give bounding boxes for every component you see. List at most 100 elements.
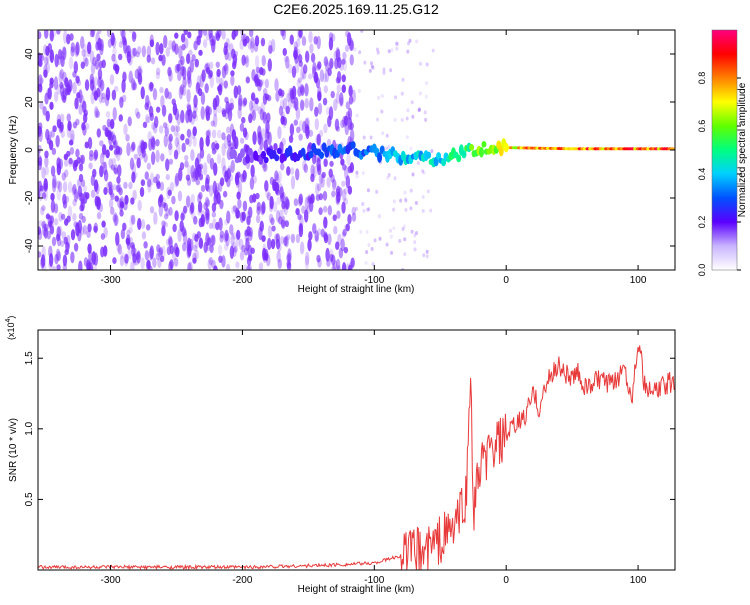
spectrogram-point — [182, 242, 187, 252]
spectrogram-point — [128, 181, 133, 190]
spectrogram-point — [245, 237, 250, 252]
spectrogram-point — [389, 234, 393, 239]
spectrogram-point — [386, 175, 390, 180]
spectrogram-point — [182, 205, 188, 214]
spectrogram-point — [66, 150, 71, 157]
spectrogram-point — [367, 242, 371, 247]
spectrogram-point — [210, 120, 216, 127]
spectrogram-point — [250, 40, 255, 53]
spectrogram-point — [363, 60, 367, 65]
spectrogram-point — [173, 149, 179, 160]
spectrogram-point — [62, 87, 68, 101]
spectrogram-point — [72, 71, 77, 78]
spectrogram-point — [40, 206, 45, 216]
spectrogram-point — [231, 231, 237, 240]
spectrogram-point — [105, 111, 111, 119]
spectrogram-point — [242, 38, 248, 47]
spectrogram-point — [316, 157, 321, 172]
spectrogram-point — [267, 237, 272, 251]
spectrogram-point — [390, 250, 394, 255]
spectrogram-point — [208, 222, 214, 230]
spectrogram-point — [72, 121, 78, 129]
spectrogram-point — [297, 196, 303, 207]
spectrogram-point — [184, 37, 189, 49]
spectrogram-point — [347, 264, 353, 270]
spectrogram-point — [227, 165, 232, 178]
spectrogram-point — [55, 248, 61, 262]
spectrogram-point — [298, 30, 303, 39]
colorbar-tick-label: 0.4 — [697, 168, 707, 181]
spectrogram-point — [240, 173, 245, 183]
spectrogram-point — [236, 229, 241, 240]
spectrogram-point — [112, 213, 117, 223]
spectrogram-point — [299, 83, 305, 94]
spectrogram-point — [142, 121, 148, 129]
spectrogram-point — [266, 254, 271, 267]
spectrogram-point — [200, 106, 205, 120]
spectrogram-point — [221, 65, 227, 79]
spectrogram-point — [423, 110, 427, 115]
spectrogram-point — [216, 153, 222, 165]
spectrogram-point — [270, 238, 276, 250]
spectrogram-point — [177, 190, 183, 202]
spectrogram-point — [187, 164, 192, 177]
spectrogram-point — [38, 251, 42, 258]
spectrogram-point — [47, 130, 53, 139]
spectrogram-point — [314, 118, 320, 131]
spectrogram-point — [300, 85, 305, 97]
spectrogram-point — [331, 178, 337, 191]
spectrogram-point — [213, 265, 218, 270]
spectrogram-point — [119, 201, 125, 209]
spectrogram-point — [298, 223, 304, 238]
spectrogram-point — [237, 98, 243, 111]
spectrogram-point — [155, 252, 161, 261]
spectrogram-point — [209, 157, 215, 170]
spectrogram-point — [141, 231, 147, 240]
spectrogram-point — [137, 199, 142, 212]
spectrogram-point — [44, 223, 49, 232]
spectrogram-point — [137, 218, 142, 230]
spectrogram-point — [278, 216, 283, 225]
spectrogram-point — [151, 122, 156, 131]
spectrogram-point — [131, 171, 136, 184]
spectrogram-point — [341, 74, 346, 83]
spectrogram-point — [283, 55, 289, 63]
spectrogram-point — [247, 254, 253, 262]
spectrogram-point — [293, 198, 299, 207]
spectrogram-point — [328, 61, 334, 68]
spectrogram-point — [414, 200, 418, 205]
spectrogram-point — [130, 242, 135, 249]
spectrogram-point — [45, 128, 50, 141]
spectrogram-point — [223, 64, 228, 72]
svg-text:(x104): (x104) — [5, 316, 16, 340]
spectrogram-point — [93, 222, 99, 234]
spectrogram-point — [286, 261, 292, 270]
spectrogram-point — [56, 264, 61, 270]
spectrogram-point — [315, 134, 320, 145]
spectrogram-point — [348, 85, 353, 97]
spectrogram-point — [343, 187, 348, 195]
spectrogram-point — [101, 220, 106, 228]
spectrogram-point — [283, 236, 288, 247]
spectrogram-point — [54, 253, 59, 265]
spectrogram-point — [349, 122, 354, 130]
spectrogram-point — [120, 228, 126, 240]
spectrogram-point — [334, 118, 340, 131]
spectrogram-point — [94, 108, 100, 118]
spectrogram-point — [110, 32, 115, 46]
spectrogram-point — [56, 30, 61, 35]
spectrogram-point — [119, 96, 124, 109]
spectrogram-point — [155, 71, 161, 80]
spectrogram-point — [167, 66, 172, 77]
spectrogram-point — [130, 47, 136, 59]
snr-x-tick-label: 0 — [503, 575, 509, 586]
spectrogram-ridge-point — [263, 156, 269, 164]
spectrogram-point — [129, 157, 135, 170]
spectrogram-point — [335, 91, 341, 104]
spectrogram-point — [329, 160, 334, 167]
spectrogram-point — [152, 122, 158, 134]
colorbar-frame — [711, 29, 738, 271]
spectrogram-point — [146, 45, 152, 58]
spectrogram-point — [114, 195, 119, 202]
spectrogram-point — [152, 257, 157, 268]
